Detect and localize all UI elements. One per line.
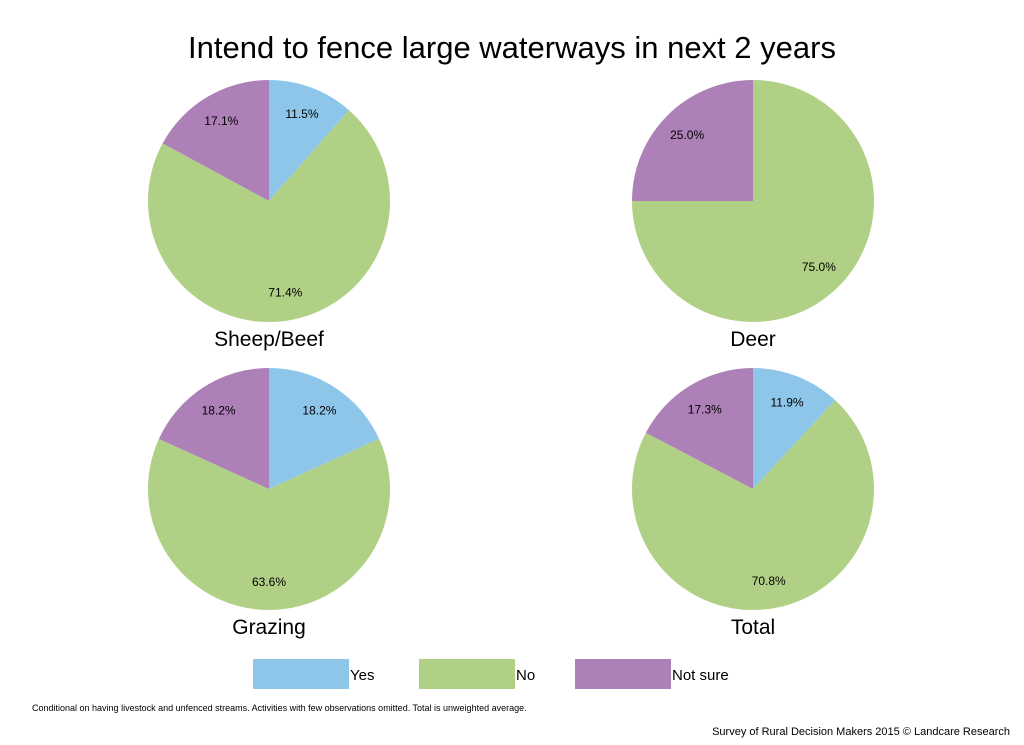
slice-label-grazing-yes: 18.2% [302, 404, 336, 418]
pie-slice-sheep-beef-yes [269, 80, 350, 201]
slice-label-grazing-not-sure: 18.2% [202, 404, 236, 418]
chart-title: Intend to fence large waterways in next … [188, 30, 836, 65]
slice-label-total-not-sure: 17.3% [688, 402, 722, 416]
legend: Yes No Not sure [253, 659, 729, 689]
slice-label-sheep-beef-not-sure: 17.1% [204, 114, 238, 128]
pie-title-sheep-beef: Sheep/Beef [214, 328, 324, 351]
pies-group: 11.5% 71.4% 17.1% Sheep/Beef 75.0% 25.0% Deer 1… [147, 80, 874, 639]
pie-slice-total-not-sure [645, 368, 753, 489]
slice-label-sheep-beef-no: 71.4% [268, 286, 302, 300]
legend-label-yes: Yes [350, 667, 374, 684]
slice-label-total-no: 70.8% [752, 574, 786, 588]
pie-title-total: Total [731, 616, 775, 639]
credit: Survey of Rural Decision Makers 2015 © L… [712, 726, 1010, 738]
legend-swatch-not-sure [575, 659, 671, 689]
footnote: Conditional on having livestock and unfe… [32, 703, 527, 713]
pie-slice-deer-not-sure [632, 80, 753, 201]
legend-label-not-sure: Not sure [672, 667, 729, 684]
pie-slice-grazing-not-sure [158, 368, 269, 489]
pie-title-grazing: Grazing [232, 616, 306, 639]
legend-swatch-yes [253, 659, 349, 689]
pie-deer: 75.0% 25.0% Deer [632, 80, 874, 351]
pie-grazing: 18.2% 63.6% 18.2% Grazing [148, 368, 390, 639]
pie-slice-grazing-yes [269, 368, 380, 489]
slice-label-total-yes: 11.9% [770, 395, 803, 409]
slice-label-sheep-beef-yes: 11.5% [285, 107, 318, 121]
legend-label-no: No [516, 667, 535, 684]
pie-sheep-beef: 11.5% 71.4% 17.1% Sheep/Beef [147, 80, 390, 351]
legend-swatch-no [419, 659, 515, 689]
pie-total: 11.9% 70.8% 17.3% Total [632, 368, 874, 639]
pie-slice-grazing-no [148, 438, 390, 610]
slice-label-deer-not-sure: 25.0% [670, 128, 704, 142]
pie-slice-total-yes [753, 368, 836, 489]
pie-slice-total-no [632, 400, 874, 611]
pie-slice-sheep-beef-not-sure [162, 80, 269, 201]
slice-label-grazing-no: 63.6% [252, 575, 286, 589]
slice-label-deer-no: 75.0% [802, 260, 836, 274]
pie-slice-sheep-beef-no [147, 110, 390, 322]
pie-title-deer: Deer [730, 328, 776, 351]
